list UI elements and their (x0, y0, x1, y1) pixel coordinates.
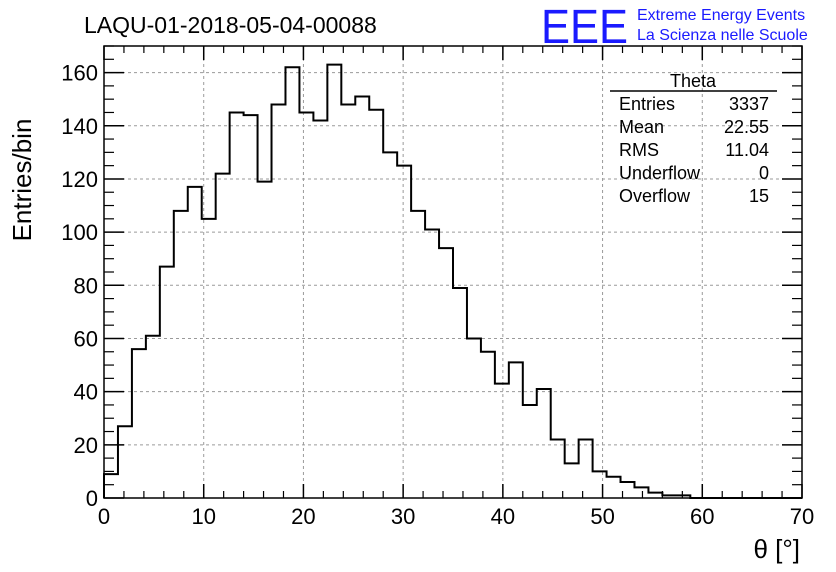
histogram-series (103, 63, 802, 499)
stats-row-value: 0 (759, 163, 769, 183)
eee-logo-text: EEE (541, 1, 628, 54)
y-tick-label: 120 (61, 167, 98, 192)
x-tick-label: 30 (391, 504, 415, 529)
chart-title: LAQU-01-2018-05-04-00088 (84, 12, 377, 38)
x-tick-label: 20 (291, 504, 315, 529)
y-tick-label: 20 (74, 433, 98, 458)
axis-ticks (103, 45, 803, 499)
y-tick-labels: 0 20 40 60 80 100 120 140 160 (61, 61, 98, 511)
eee-logo: EEE Extreme Energy Events La Scienza nel… (541, 1, 808, 54)
stats-row-value: 15 (749, 186, 769, 206)
stats-row-label: Mean (619, 117, 664, 137)
stats-row-value: 3337 (729, 94, 769, 114)
x-tick-label: 0 (98, 504, 110, 529)
plot-frame (103, 45, 803, 499)
x-tick-label: 70 (790, 504, 814, 529)
x-axis-label: θ [°] (753, 534, 800, 564)
x-tick-labels: 0 10 20 30 40 50 60 70 (98, 504, 814, 529)
y-tick-label: 40 (74, 380, 98, 405)
stats-row-label: Entries (619, 94, 675, 114)
stats-row-label: Underflow (619, 163, 701, 183)
x-tick-label: 40 (491, 504, 515, 529)
y-tick-label: 160 (61, 61, 98, 86)
y-tick-label: 0 (86, 486, 98, 511)
brand-line-2: La Scienza nelle Scuole (637, 27, 808, 44)
x-tick-label: 50 (590, 504, 614, 529)
stats-row-label: RMS (619, 140, 659, 160)
y-tick-label: 100 (61, 220, 98, 245)
stats-box: Theta Entries 3337 Mean 22.55 RMS 11.04 Underf… (610, 71, 777, 206)
stats-box-title: Theta (670, 71, 717, 91)
y-tick-label: 60 (74, 326, 98, 351)
y-tick-label: 80 (74, 273, 98, 298)
y-tick-label: 140 (61, 114, 98, 139)
y-axis-label: Entries/bin (7, 119, 37, 242)
brand-line-1: Extreme Energy Events (637, 7, 805, 24)
stats-row-value: 11.04 (725, 140, 769, 160)
x-tick-label: 60 (690, 504, 714, 529)
x-tick-label: 10 (191, 504, 215, 529)
stats-row-value: 22.55 (724, 117, 769, 137)
stats-row-label: Overflow (619, 186, 691, 206)
